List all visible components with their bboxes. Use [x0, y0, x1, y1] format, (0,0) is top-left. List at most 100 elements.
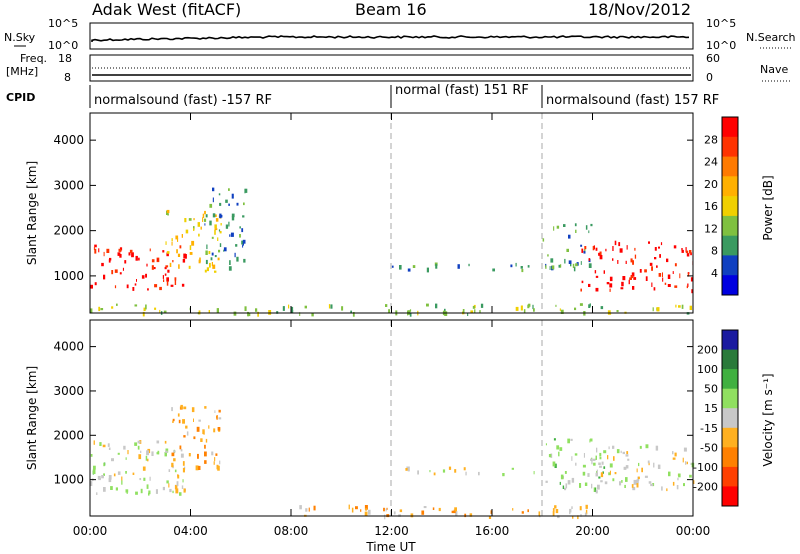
echo-cell	[228, 221, 230, 227]
echo-cell	[520, 305, 523, 311]
echo-cell	[198, 310, 201, 315]
echo-cell	[174, 280, 177, 285]
echo-cell	[581, 280, 584, 284]
echo-cell	[162, 486, 165, 491]
echo-cell	[196, 426, 200, 432]
echo-cell	[600, 480, 603, 483]
echo-cell	[393, 511, 396, 515]
echo-cell	[172, 260, 174, 263]
echo-cell	[653, 462, 655, 468]
echo-cell	[468, 263, 470, 267]
echo-cell	[601, 461, 604, 465]
echo-cell	[200, 226, 202, 230]
colorbar-tick-label: -200	[693, 480, 718, 493]
echo-cell	[590, 223, 593, 227]
echo-cell	[619, 248, 623, 253]
echo-cell	[216, 415, 218, 420]
echo-cell	[166, 251, 170, 254]
echo-cell	[574, 307, 577, 311]
echo-cell	[218, 229, 221, 232]
echo-cell	[649, 262, 653, 266]
echo-cell	[149, 476, 151, 481]
colorbar-tick-label: 50	[704, 383, 718, 396]
colorbar-swatch	[722, 349, 738, 370]
echo-cell	[123, 445, 126, 450]
echo-cell	[690, 252, 692, 256]
echo-cell	[570, 438, 573, 441]
echo-cell	[626, 245, 628, 250]
echo-cell	[455, 511, 458, 516]
echo-cell	[533, 308, 535, 312]
echo-cell	[193, 436, 196, 440]
echo-cell	[654, 257, 657, 260]
echo-cell	[313, 505, 316, 511]
echo-cell	[438, 507, 441, 512]
echo-cell	[276, 311, 279, 314]
echo-cell	[165, 448, 169, 453]
echo-cell	[593, 245, 595, 250]
echo-cell	[148, 490, 151, 495]
echo-cell	[205, 250, 208, 255]
colorbar-tick-label: 16	[704, 200, 718, 213]
echo-cell	[571, 456, 573, 461]
echo-cell	[545, 480, 548, 483]
echo-cell	[690, 462, 693, 465]
x-tick-label: 00:00	[676, 524, 711, 538]
echo-cell	[125, 457, 127, 460]
echo-cell	[553, 438, 556, 441]
echo-cell	[205, 259, 208, 265]
echo-cell	[617, 260, 619, 264]
echo-cell	[90, 284, 93, 289]
echo-cell	[667, 274, 671, 279]
echo-cell	[218, 417, 222, 420]
echo-cell	[532, 304, 534, 310]
echo-cell	[199, 257, 201, 263]
echo-cell	[624, 484, 626, 488]
echo-cell	[520, 266, 523, 269]
echo-cell	[124, 260, 127, 264]
echo-cell	[193, 218, 195, 221]
echo-cell	[145, 455, 148, 461]
echo-cell	[686, 285, 688, 289]
echo-cell	[564, 487, 567, 491]
echo-cell	[568, 234, 571, 239]
echo-cell	[621, 281, 624, 287]
echo-cell	[204, 460, 207, 464]
echo-cell	[198, 419, 201, 422]
echo-cell	[164, 452, 167, 457]
echo-cell	[214, 224, 217, 228]
x-tick-label: 12:00	[374, 524, 409, 538]
echo-cell	[639, 445, 642, 449]
echo-cell	[654, 247, 657, 251]
echo-cell	[590, 458, 593, 461]
echo-cell	[137, 445, 140, 450]
echo-cell	[364, 511, 368, 516]
echo-cell	[681, 304, 684, 309]
nave-label: Nave	[760, 63, 788, 76]
echo-cell	[673, 245, 677, 249]
echo-cell	[191, 407, 195, 413]
echo-cell	[214, 457, 216, 462]
echo-cell	[599, 457, 602, 460]
echo-cell	[589, 439, 591, 443]
echo-cell	[523, 309, 526, 314]
echo-cell	[178, 264, 180, 269]
echo-cell	[214, 229, 216, 235]
echo-cell	[674, 285, 678, 288]
colorbar-swatch	[722, 215, 738, 237]
echo-cell	[154, 284, 158, 288]
cpid-label: CPID	[6, 91, 35, 104]
echo-cell	[571, 506, 573, 509]
echo-cell	[179, 445, 182, 450]
echo-cell	[636, 468, 638, 473]
echo-cell	[666, 258, 669, 263]
echo-cell	[580, 514, 582, 517]
echo-cell	[229, 260, 231, 265]
echo-cell	[554, 505, 557, 509]
echo-cell	[409, 309, 412, 312]
echo-cell	[478, 471, 480, 476]
echo-cell	[656, 307, 660, 312]
echo-cell	[599, 251, 602, 257]
echo-cell	[588, 230, 590, 234]
y-tick-label: 3000	[53, 384, 84, 398]
